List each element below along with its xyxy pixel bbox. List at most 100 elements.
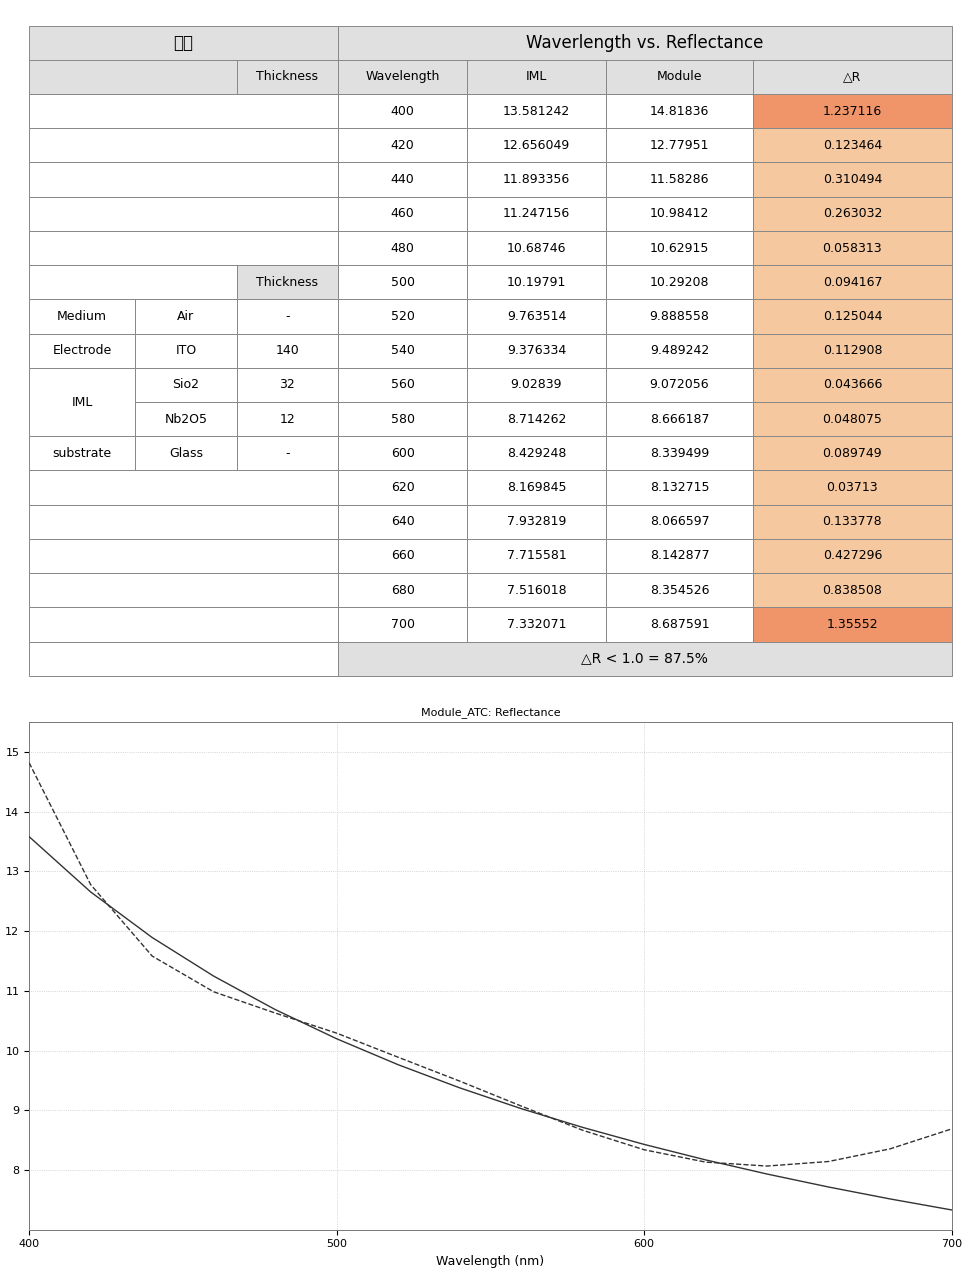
Text: 620: 620 <box>391 482 415 494</box>
Text: 32: 32 <box>280 378 295 392</box>
Bar <box>338 300 467 333</box>
Bar <box>753 231 952 265</box>
Bar <box>237 333 338 368</box>
Text: ITO: ITO <box>176 345 196 357</box>
Bar <box>29 265 338 300</box>
Text: 0.133778: 0.133778 <box>822 515 883 528</box>
Bar <box>467 470 606 505</box>
Text: △R: △R <box>843 70 861 83</box>
Text: 700: 700 <box>390 617 415 632</box>
Bar <box>606 333 753 368</box>
Bar <box>338 470 467 505</box>
Bar <box>29 333 338 368</box>
Text: 9.489242: 9.489242 <box>650 345 709 357</box>
Bar <box>753 300 952 333</box>
Bar <box>135 402 237 437</box>
Text: 8.066597: 8.066597 <box>650 515 709 528</box>
Bar <box>753 368 952 402</box>
Text: 0.043666: 0.043666 <box>822 378 882 392</box>
Text: 0.427296: 0.427296 <box>822 550 882 562</box>
Text: 7.932819: 7.932819 <box>507 515 566 528</box>
Bar <box>29 333 135 368</box>
Bar <box>606 368 753 402</box>
Bar <box>753 94 952 128</box>
Bar <box>467 300 606 333</box>
Bar <box>135 333 237 368</box>
Text: 조건: 조건 <box>174 33 193 51</box>
Text: 7.332071: 7.332071 <box>507 617 566 632</box>
Bar <box>338 333 467 368</box>
Bar <box>237 368 338 402</box>
Bar <box>467 437 606 470</box>
Text: 9.376334: 9.376334 <box>507 345 566 357</box>
Bar <box>467 265 606 300</box>
Text: △R < 1.0 = 87.5%: △R < 1.0 = 87.5% <box>582 652 708 666</box>
Text: Nb2O5: Nb2O5 <box>164 412 208 425</box>
Text: 12: 12 <box>280 412 295 425</box>
Text: -: - <box>285 447 289 460</box>
Text: 9.02839: 9.02839 <box>511 378 562 392</box>
Bar <box>135 368 237 402</box>
Bar <box>753 539 952 573</box>
Text: 10.68746: 10.68746 <box>507 242 566 255</box>
Bar <box>237 60 338 94</box>
Text: substrate: substrate <box>52 447 112 460</box>
Text: 1.237116: 1.237116 <box>822 105 882 118</box>
Text: IML: IML <box>525 70 548 83</box>
Bar <box>606 437 753 470</box>
Bar <box>135 437 237 470</box>
Bar <box>606 402 753 437</box>
Bar <box>29 368 338 402</box>
Text: 0.310494: 0.310494 <box>822 173 882 186</box>
Bar <box>29 470 338 505</box>
Bar <box>606 128 753 163</box>
Bar <box>338 197 467 231</box>
Text: Thickness: Thickness <box>256 70 318 83</box>
Text: 13.581242: 13.581242 <box>503 105 570 118</box>
Text: Electrode: Electrode <box>52 345 112 357</box>
Bar <box>467 128 606 163</box>
Bar <box>29 437 338 470</box>
Bar <box>29 128 338 163</box>
Text: 14.81836: 14.81836 <box>650 105 709 118</box>
Bar <box>467 368 606 402</box>
Bar <box>606 470 753 505</box>
Bar <box>338 26 952 60</box>
Text: -: - <box>285 310 289 323</box>
Bar <box>29 368 135 437</box>
Bar <box>467 539 606 573</box>
Text: 8.169845: 8.169845 <box>507 482 566 494</box>
Text: 11.247156: 11.247156 <box>503 208 570 220</box>
Bar <box>338 128 467 163</box>
Text: 0.123464: 0.123464 <box>822 138 882 152</box>
Text: 520: 520 <box>390 310 415 323</box>
Text: 8.142877: 8.142877 <box>650 550 709 562</box>
Bar <box>606 231 753 265</box>
Text: 580: 580 <box>390 412 415 425</box>
Bar <box>338 642 952 676</box>
Text: 140: 140 <box>276 345 299 357</box>
Bar <box>753 333 952 368</box>
Text: 500: 500 <box>390 275 415 288</box>
Bar <box>29 402 338 437</box>
Bar <box>467 333 606 368</box>
Bar <box>237 265 338 300</box>
Text: 8.666187: 8.666187 <box>650 412 709 425</box>
Text: 8.339499: 8.339499 <box>650 447 709 460</box>
Bar <box>338 437 467 470</box>
Text: Wavelength: Wavelength <box>365 70 440 83</box>
Bar <box>606 163 753 197</box>
Bar <box>29 197 338 231</box>
Bar <box>338 607 467 642</box>
Bar <box>29 163 338 197</box>
Bar <box>467 231 606 265</box>
Bar <box>237 300 338 333</box>
Text: Sio2: Sio2 <box>173 378 199 392</box>
Text: 660: 660 <box>391 550 415 562</box>
Text: 0.03713: 0.03713 <box>826 482 878 494</box>
Text: Module: Module <box>656 70 702 83</box>
Bar <box>135 300 237 333</box>
Bar <box>467 94 606 128</box>
Bar <box>29 26 338 60</box>
Text: 560: 560 <box>390 378 415 392</box>
